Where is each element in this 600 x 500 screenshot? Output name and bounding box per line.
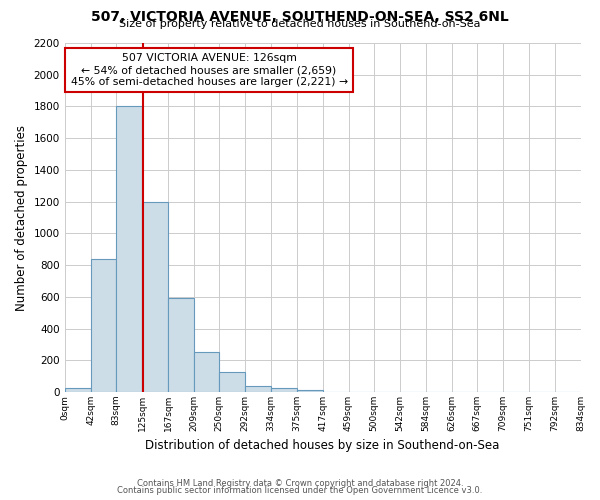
Bar: [91, 259, 116, 392]
Bar: [142, 202, 168, 392]
Bar: [116, 106, 142, 392]
Bar: [219, 372, 245, 392]
Bar: [271, 388, 296, 392]
Text: Contains HM Land Registry data © Crown copyright and database right 2024.: Contains HM Land Registry data © Crown c…: [137, 478, 463, 488]
Text: Size of property relative to detached houses in Southend-on-Sea: Size of property relative to detached ho…: [119, 19, 481, 29]
Bar: [194, 352, 219, 392]
Text: Contains public sector information licensed under the Open Government Licence v3: Contains public sector information licen…: [118, 486, 482, 495]
Bar: [296, 390, 323, 392]
Text: 507, VICTORIA AVENUE, SOUTHEND-ON-SEA, SS2 6NL: 507, VICTORIA AVENUE, SOUTHEND-ON-SEA, S…: [91, 10, 509, 24]
Bar: [168, 298, 194, 392]
Y-axis label: Number of detached properties: Number of detached properties: [15, 124, 28, 310]
Text: 507 VICTORIA AVENUE: 126sqm
← 54% of detached houses are smaller (2,659)
45% of : 507 VICTORIA AVENUE: 126sqm ← 54% of det…: [71, 54, 347, 86]
Bar: [65, 388, 91, 392]
Bar: [245, 386, 271, 392]
X-axis label: Distribution of detached houses by size in Southend-on-Sea: Distribution of detached houses by size …: [145, 440, 500, 452]
